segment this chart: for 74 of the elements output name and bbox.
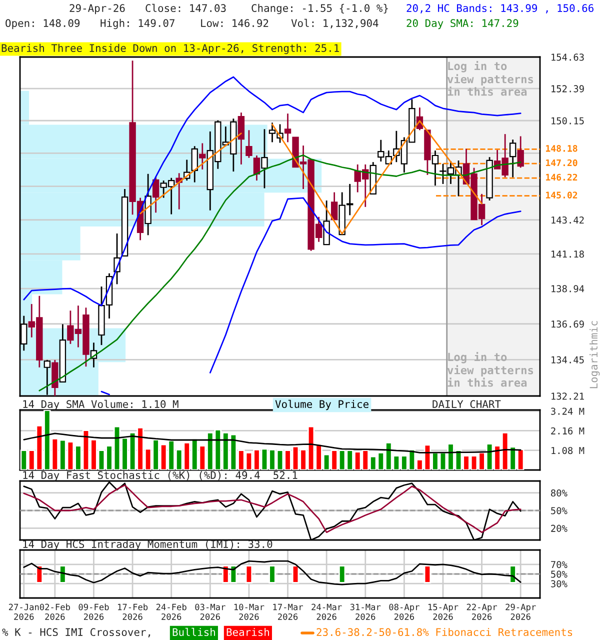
text: 20,2 HC Bands: 143.99 , 150.66 xyxy=(406,4,594,14)
text: DAILY CHART xyxy=(432,400,501,408)
ref-line-label: 146.22 xyxy=(546,174,578,181)
text: Change: -1.55 {-1.0 %} xyxy=(252,4,388,14)
y-tick-label: 50% xyxy=(551,507,568,514)
candlestick xyxy=(432,150,439,186)
y-tick-label: 70% xyxy=(551,561,568,568)
text: Bullish xyxy=(172,628,215,636)
text: Open: 148.09 xyxy=(6,19,80,30)
y-tick-label: 2.16 M xyxy=(551,427,584,434)
text: Volume By Price xyxy=(275,400,368,410)
y-tick-label: 1.08 M xyxy=(552,446,584,454)
x-tick-label: 17-Feb 2026 xyxy=(118,604,148,620)
y-tick-label: 154.63 xyxy=(552,54,584,61)
x-tick-label: 10-Mar 2026 xyxy=(234,604,264,620)
text: 29-Apr-26 xyxy=(70,4,125,14)
text: High: 149.07 xyxy=(100,18,174,30)
y-axis-title: Logarithmic xyxy=(590,321,600,388)
text: 20 Day SMA: 147.29 xyxy=(406,19,518,30)
candlestick xyxy=(509,138,516,178)
x-tick-label: 31-Mar 2026 xyxy=(350,604,381,620)
chart-title: 14 Day SMA Volume: 1.10 M xyxy=(23,400,178,410)
x-tick-label: 22-Apr 2026 xyxy=(466,604,498,620)
candlestick xyxy=(238,112,245,166)
line-series xyxy=(23,432,522,454)
x-tick-label: 27-Jan 2026 xyxy=(8,604,39,620)
ref-line-label: 147.20 xyxy=(546,159,578,166)
y-tick-label: 30% xyxy=(551,580,568,588)
y-tick-label: 134.45 xyxy=(552,356,584,364)
text: Low: 146.92 xyxy=(201,19,268,28)
x-tick-label: 15-Apr 2026 xyxy=(428,604,458,620)
text: Vol: 1,132,904 xyxy=(291,18,378,28)
y-tick-label: 150.15 xyxy=(552,117,584,124)
y-tick-label: 50% xyxy=(551,570,568,578)
y-tick-label: 20% xyxy=(551,524,568,532)
candlestick xyxy=(517,136,524,168)
x-tick-label: 02-Feb 2026 xyxy=(40,604,70,620)
chart-title: 14 Day Fast Stochastic (%K) (%D): 49.4 52.1 xyxy=(23,470,298,482)
x-tick-label: 24-Feb 2026 xyxy=(156,604,186,620)
candlestick xyxy=(191,145,198,184)
candlestick xyxy=(261,128,268,189)
candlestick xyxy=(284,112,292,143)
ref-line-label: 145.02 xyxy=(546,192,578,198)
y-tick-label: 3.24 M xyxy=(551,408,584,415)
ref-line-label: 148.18 xyxy=(546,145,578,152)
text: % K - HCS IMI Crossover, xyxy=(2,628,150,638)
legend-label: 23.6-38.2-50-61.8% Fibonacci Retracements xyxy=(316,628,572,636)
candlestick xyxy=(330,192,338,220)
line-series xyxy=(23,560,522,586)
annotation: Log in to view patterns in this area xyxy=(447,352,534,387)
x-tick-label: 29-Apr 2026 xyxy=(506,604,536,620)
x-tick-label: 03-Mar 2026 xyxy=(195,604,226,620)
y-tick-label: 141.18 xyxy=(552,250,584,258)
candlestick xyxy=(152,176,160,214)
y-tick-label: 132.21 xyxy=(552,392,584,400)
candlestick xyxy=(199,142,206,170)
text: Close: 147.03 xyxy=(146,4,226,12)
annotation: Log in to view patterns in this area xyxy=(447,60,534,96)
candlestick xyxy=(246,129,252,159)
text: Bearish Three Inside Down on 13-Apr-26, Strength: 25.1 xyxy=(2,44,339,54)
y-tick-label: 138.94 xyxy=(552,285,584,292)
text: Bearish xyxy=(226,628,269,636)
y-tick-label: 136.69 xyxy=(552,320,584,328)
y-tick-label: 80% xyxy=(551,489,568,497)
y-tick-label: 152.39 xyxy=(552,85,584,92)
x-tick-label: 09-Feb 2026 xyxy=(78,604,109,620)
x-tick-label: 08-Apr 2026 xyxy=(389,604,420,620)
x-tick-label: 17-Mar 2026 xyxy=(273,604,303,620)
candlestick xyxy=(253,154,260,182)
y-tick-label: 143.42 xyxy=(552,216,584,224)
chart-title: 14 Day HCS Intraday Momentum (IMI): 33.0 xyxy=(23,540,272,550)
candlestick xyxy=(323,200,330,246)
x-tick-label: 24-Mar 2026 xyxy=(312,604,342,620)
line-series xyxy=(23,484,522,534)
